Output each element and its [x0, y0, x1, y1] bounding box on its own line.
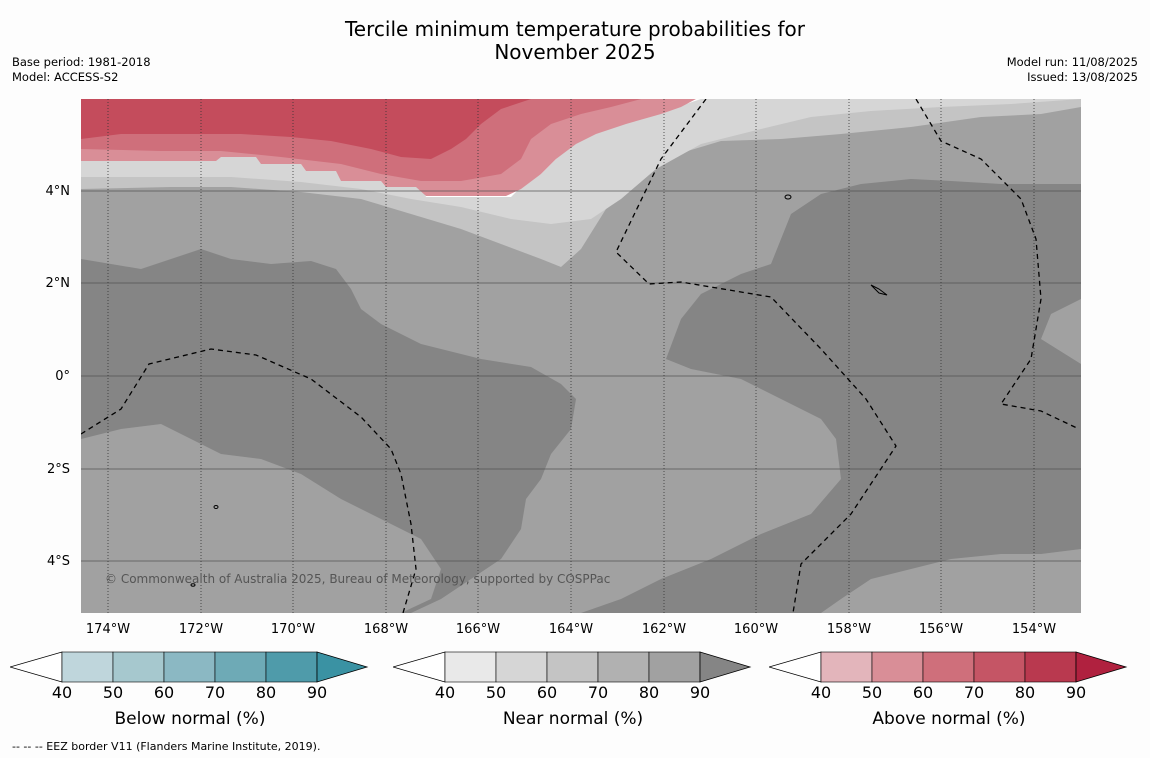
- lon-label-164w: 164°W: [548, 622, 594, 637]
- colorbar-above-segment: [973, 651, 1026, 683]
- colorbar-near-segment: [546, 651, 599, 683]
- copyright-notice: © Commonwealth of Australia 2025, Bureau…: [105, 572, 611, 586]
- lat-label-4s: 4°S: [46, 554, 70, 569]
- map-title: Tercile minimum temperature probabilitie…: [0, 18, 1150, 64]
- colorbar-below-segment: [265, 651, 318, 683]
- cb-near-tick-50: 50: [485, 683, 507, 702]
- colorbar-near-segments: [393, 651, 752, 683]
- colorbar-above-label: Above normal (%): [872, 709, 1026, 729]
- lon-label-170w: 170°W: [270, 622, 316, 637]
- map-title-line1: Tercile minimum temperature probabilitie…: [344, 17, 806, 41]
- colorbar-near: [393, 651, 752, 683]
- lon-label-168w: 168°W: [363, 622, 409, 637]
- colorbar-below-label: Below normal (%): [114, 709, 266, 729]
- cb-above-tick-50: 50: [861, 683, 883, 702]
- near-80-90-east: [581, 179, 1081, 613]
- lon-label-174w: 174°W: [85, 622, 131, 637]
- cb-near-tick-40: 40: [434, 683, 456, 702]
- eez-footnote: -- -- -- EEZ border V11 (Flanders Marine…: [12, 740, 321, 753]
- cb-above-tick-80: 80: [1014, 683, 1036, 702]
- cb-near-tick-80: 80: [638, 683, 660, 702]
- lon-label-172w: 172°W: [178, 622, 224, 637]
- near-70-80-lower-east: [821, 549, 1081, 613]
- lat-label-0: 0°: [55, 369, 70, 384]
- colorbar-above-segment: [871, 651, 924, 683]
- cb-near-tick-60: 60: [536, 683, 558, 702]
- model-run: Model run: 11/08/2025: [1006, 55, 1138, 69]
- cb-below-tick-50: 50: [102, 683, 124, 702]
- lat-label-2s: 2°S: [46, 462, 70, 477]
- colorbar-below: [10, 651, 369, 683]
- colorbar-below-extend-high: [316, 651, 369, 683]
- colorbar-below-segment: [112, 651, 165, 683]
- lon-label-158w: 158°W: [826, 622, 872, 637]
- probability-map: [81, 99, 1081, 613]
- metadata-right: Model run: 11/08/2025 Issued: 13/08/2025: [1007, 55, 1138, 85]
- colorbar-above-extend-low: [769, 651, 822, 683]
- colorbar-below-segment: [163, 651, 216, 683]
- colorbar-below-extend-low: [10, 651, 63, 683]
- cb-above-tick-40: 40: [810, 683, 832, 702]
- colorbar-near-segment: [597, 651, 650, 683]
- islands: [190, 194, 888, 587]
- cb-near-tick-70: 70: [587, 683, 609, 702]
- colorbar-above-segment: [922, 651, 975, 683]
- cb-below-tick-40: 40: [51, 683, 73, 702]
- cb-below-tick-70: 70: [204, 683, 226, 702]
- colorbar-below-segment: [61, 651, 114, 683]
- lon-label-166w: 166°W: [455, 622, 501, 637]
- cb-above-tick-90: 90: [1065, 683, 1087, 702]
- eez-borders: [81, 99, 1080, 613]
- colorbar-below-segment: [214, 651, 267, 683]
- map-title-line2: November 2025: [494, 40, 656, 64]
- lon-label-156w: 156°W: [918, 622, 964, 637]
- colorbar-above-segment: [1024, 651, 1077, 683]
- colorbar-near-extend-high: [699, 651, 752, 683]
- colorbar-near-extend-low: [393, 651, 446, 683]
- near-70-80-lower-west: [81, 424, 441, 613]
- colorbar-above-extend-high: [1075, 651, 1128, 683]
- lon-label-162w: 162°W: [641, 622, 687, 637]
- lat-gridlines: [81, 190, 1081, 562]
- eez-border-west: [81, 348, 417, 613]
- cb-below-tick-80: 80: [255, 683, 277, 702]
- colorbar-above-segments: [769, 651, 1128, 683]
- cb-below-tick-90: 90: [306, 683, 328, 702]
- colorbar-above: [769, 651, 1128, 683]
- lon-label-160w: 160°W: [733, 622, 779, 637]
- lat-label-2n: 2°N: [45, 276, 71, 291]
- lon-label-154w: 154°W: [1011, 622, 1057, 637]
- metadata-left: Base period: 1981-2018 Model: ACCESS-S2: [12, 55, 151, 85]
- colorbar-near-label: Near normal (%): [502, 709, 644, 729]
- cb-near-tick-90: 90: [689, 683, 711, 702]
- cb-above-tick-70: 70: [963, 683, 985, 702]
- colorbar-above-segment: [820, 651, 873, 683]
- model-name: Model: ACCESS-S2: [12, 70, 119, 84]
- base-period: Base period: 1981-2018: [12, 55, 151, 69]
- cb-below-tick-60: 60: [153, 683, 175, 702]
- colorbar-near-segment: [648, 651, 701, 683]
- colorbar-near-segment: [444, 651, 497, 683]
- eez-border-east: [915, 99, 1080, 430]
- colorbar-below-segments: [10, 651, 369, 683]
- lat-label-4n: 4°N: [45, 184, 71, 199]
- issued-date: Issued: 13/08/2025: [1027, 70, 1138, 84]
- above-70-80-area: [81, 99, 531, 159]
- cb-above-tick-60: 60: [912, 683, 934, 702]
- colorbar-near-segment: [495, 651, 548, 683]
